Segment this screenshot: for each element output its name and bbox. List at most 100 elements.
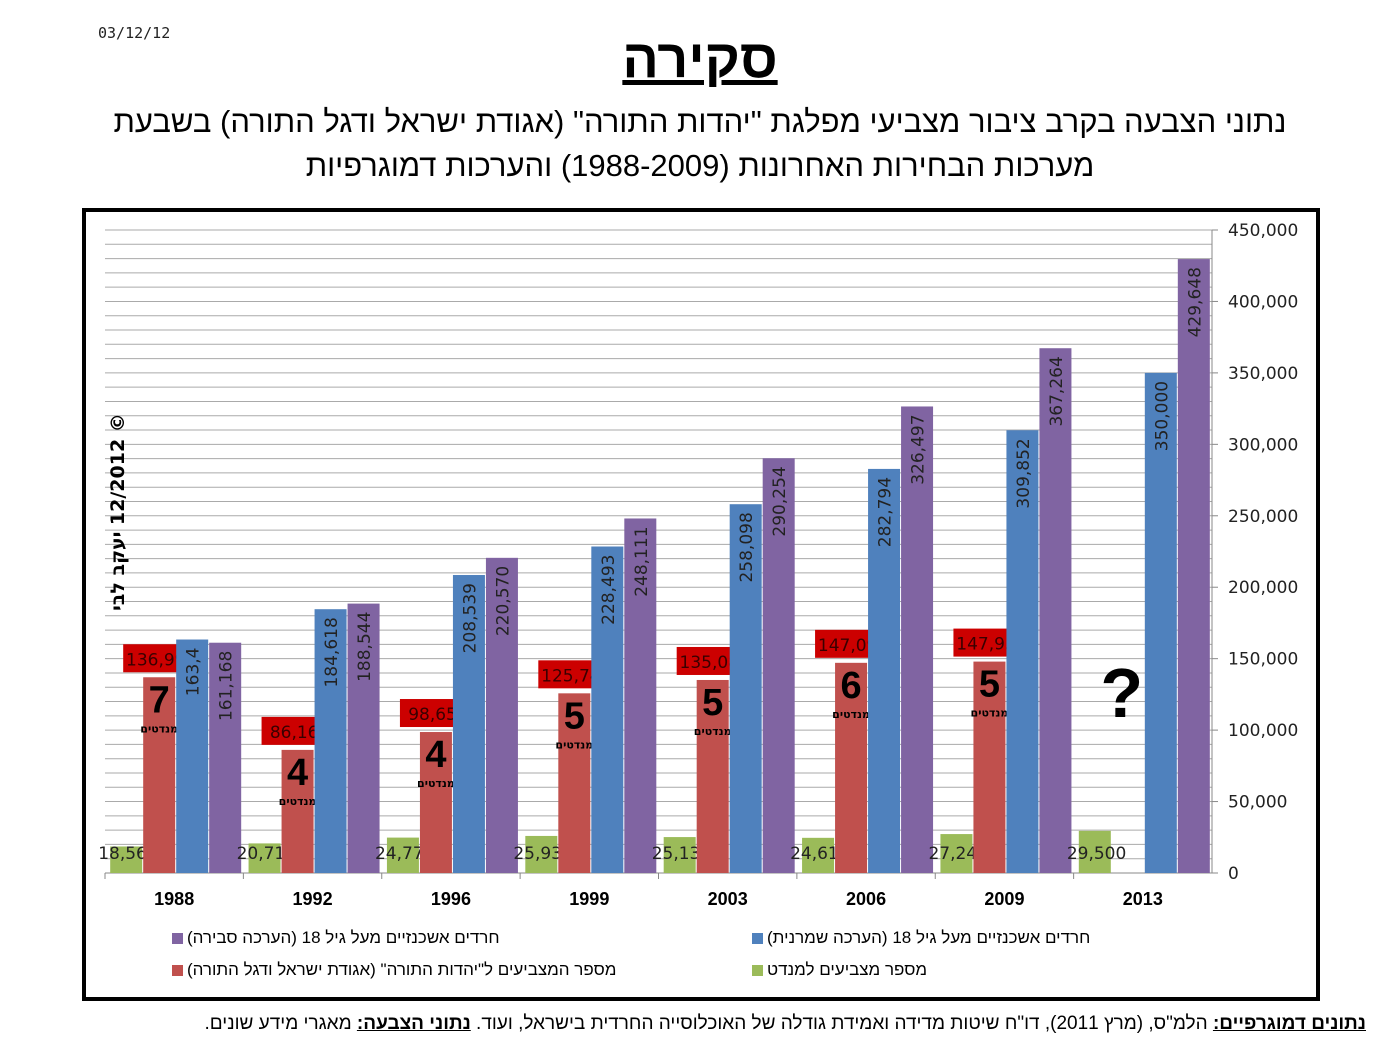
chart-frame <box>82 208 1320 1001</box>
data-label: 429,648 <box>1185 267 1205 337</box>
legend-swatch <box>172 932 183 944</box>
date: 03/12/12 <box>98 24 171 42</box>
bar-3 <box>624 518 657 873</box>
data-label: 25,936 <box>513 844 572 864</box>
x-tick-label: 1992 <box>293 889 333 909</box>
bar-2 <box>591 546 624 873</box>
bar-3 <box>1177 259 1210 873</box>
bar-1 <box>419 732 452 873</box>
y-tick-label: 200,000 <box>1228 578 1298 598</box>
data-label: 29,500 <box>1067 844 1126 864</box>
bar-3 <box>901 406 934 873</box>
bar-2 <box>452 575 485 873</box>
y-tick-label: 350,000 <box>1228 364 1298 384</box>
data-label: 188,544 <box>355 612 375 682</box>
bar-1 <box>696 679 729 873</box>
watermark: © 12/2012 יעקב לבי <box>107 413 129 611</box>
data-label: 18,563 <box>98 844 157 864</box>
y-tick-label: 150,000 <box>1228 650 1298 670</box>
mandate-word: מנדטים <box>140 722 178 735</box>
bar-2 <box>314 609 347 873</box>
footer-text-voting: מאגרי מידע שונים. <box>204 1013 357 1034</box>
footer-label-demographic: נתונים דמוגרפיים: <box>1212 1013 1366 1034</box>
bar-0 <box>386 837 419 873</box>
page-title: סקירה <box>622 29 778 89</box>
x-tick-label: 1988 <box>154 889 194 909</box>
bar-3 <box>347 603 380 873</box>
bar-2 <box>729 504 762 873</box>
bar-1 <box>558 693 591 873</box>
bar-2 <box>1006 430 1039 873</box>
mandate-count: 7 <box>149 679 170 721</box>
data-label: 309,852 <box>1014 438 1034 508</box>
mandate-count: 4 <box>287 752 308 794</box>
data-label: 220,570 <box>493 566 513 636</box>
x-tick-label: 2003 <box>708 889 748 909</box>
bar-1 <box>973 661 1006 873</box>
legend-item: מספר מצביעים למנדט <box>752 960 927 980</box>
x-tick-label: 2013 <box>1123 889 1163 909</box>
data-label: 20,715 <box>237 844 296 864</box>
bar-0 <box>1078 830 1111 873</box>
mandate-word: מנדטים <box>279 795 317 808</box>
x-tick-label: 2006 <box>846 889 886 909</box>
data-label: 282,794 <box>876 477 896 547</box>
y-tick-label: 0 <box>1228 864 1239 884</box>
data-label: 24,779 <box>375 844 434 864</box>
data-label: 27,246 <box>928 844 987 864</box>
mandate-count: 5 <box>564 695 585 737</box>
subtitle-line-1: נתוני הצבעה בקרב ציבור מצביעי מפלגת "יהד… <box>113 104 1287 139</box>
mandate-word: מנדטים <box>417 777 455 790</box>
legend-label: מספר מצביעים למנדט <box>767 960 928 979</box>
mandate-word: מנדטים <box>832 708 870 721</box>
footer-text-demographic: הלמ"ס, (מרץ 2011), דו"ח שיטות מדידה ואמי… <box>470 1013 1213 1034</box>
mandate-count: 6 <box>840 665 861 707</box>
data-label: 24,619 <box>790 844 849 864</box>
bar-0 <box>525 835 558 873</box>
data-label: 350,000 <box>1152 381 1172 451</box>
bar-0 <box>248 843 281 873</box>
bar-1 <box>281 749 314 873</box>
subtitle: נתוני הצבעה בקרב ציבור מצביעי מפלגת "יהד… <box>40 100 1360 188</box>
data-label: 98,657 <box>408 705 467 725</box>
bar-3 <box>1039 348 1072 873</box>
mandate-word: מנדטים <box>555 738 593 751</box>
bar-2 <box>1144 372 1177 873</box>
data-label: 25,138 <box>652 844 711 864</box>
data-label: 248,111 <box>632 526 652 596</box>
bar-1 <box>835 662 868 873</box>
bar-2 <box>176 639 209 873</box>
y-tick-label: 100,000 <box>1228 721 1298 741</box>
bar-3 <box>762 458 795 873</box>
bar-2 <box>868 468 901 873</box>
y-tick-label: 250,000 <box>1228 507 1298 527</box>
mandate-word: מנדטים <box>694 725 732 738</box>
data-label: 86,167 <box>270 723 329 743</box>
data-label: 228,493 <box>599 555 619 625</box>
bar-0 <box>940 834 973 873</box>
bar-1 <box>143 677 176 873</box>
x-tick-label: 2009 <box>984 889 1024 909</box>
bar-0 <box>663 837 696 873</box>
bar-0 <box>110 846 143 873</box>
legend-swatch <box>172 964 183 976</box>
data-label: 258,098 <box>737 512 757 582</box>
data-label: 326,497 <box>909 414 929 484</box>
data-label: 367,264 <box>1047 356 1067 426</box>
footer: נתונים דמוגרפיים: הלמ"ס, (מרץ 2011), דו"… <box>204 1013 1366 1035</box>
mandate-count: 5 <box>702 682 723 724</box>
unknown-mark: ? <box>1100 654 1143 732</box>
data-label: 163,4 <box>184 648 204 697</box>
legend-item: חרדים אשכנזיים מעל גיל 18 (הערכה שמרנית) <box>752 928 1090 948</box>
y-tick-label: 450,000 <box>1228 221 1298 241</box>
x-tick-label: 1999 <box>569 889 609 909</box>
y-tick-label: 300,000 <box>1228 435 1298 455</box>
legend-label: חרדים אשכנזיים מעל גיל 18 (הערכה סבירה) <box>187 928 500 947</box>
legend-label: מספר המצביעים ל"יהדות התורה" (אגודת ישרא… <box>187 960 617 979</box>
subtitle-line-2: מערכות הבחירות האחרונות (1988-2009) והער… <box>305 148 1095 183</box>
legend-item: חרדים אשכנזיים מעל גיל 18 (הערכה סבירה) <box>172 928 500 948</box>
bar-3 <box>209 642 242 873</box>
footer-label-voting: נתוני הצבעה: <box>356 1013 471 1034</box>
data-label: 161,168 <box>217 651 237 721</box>
